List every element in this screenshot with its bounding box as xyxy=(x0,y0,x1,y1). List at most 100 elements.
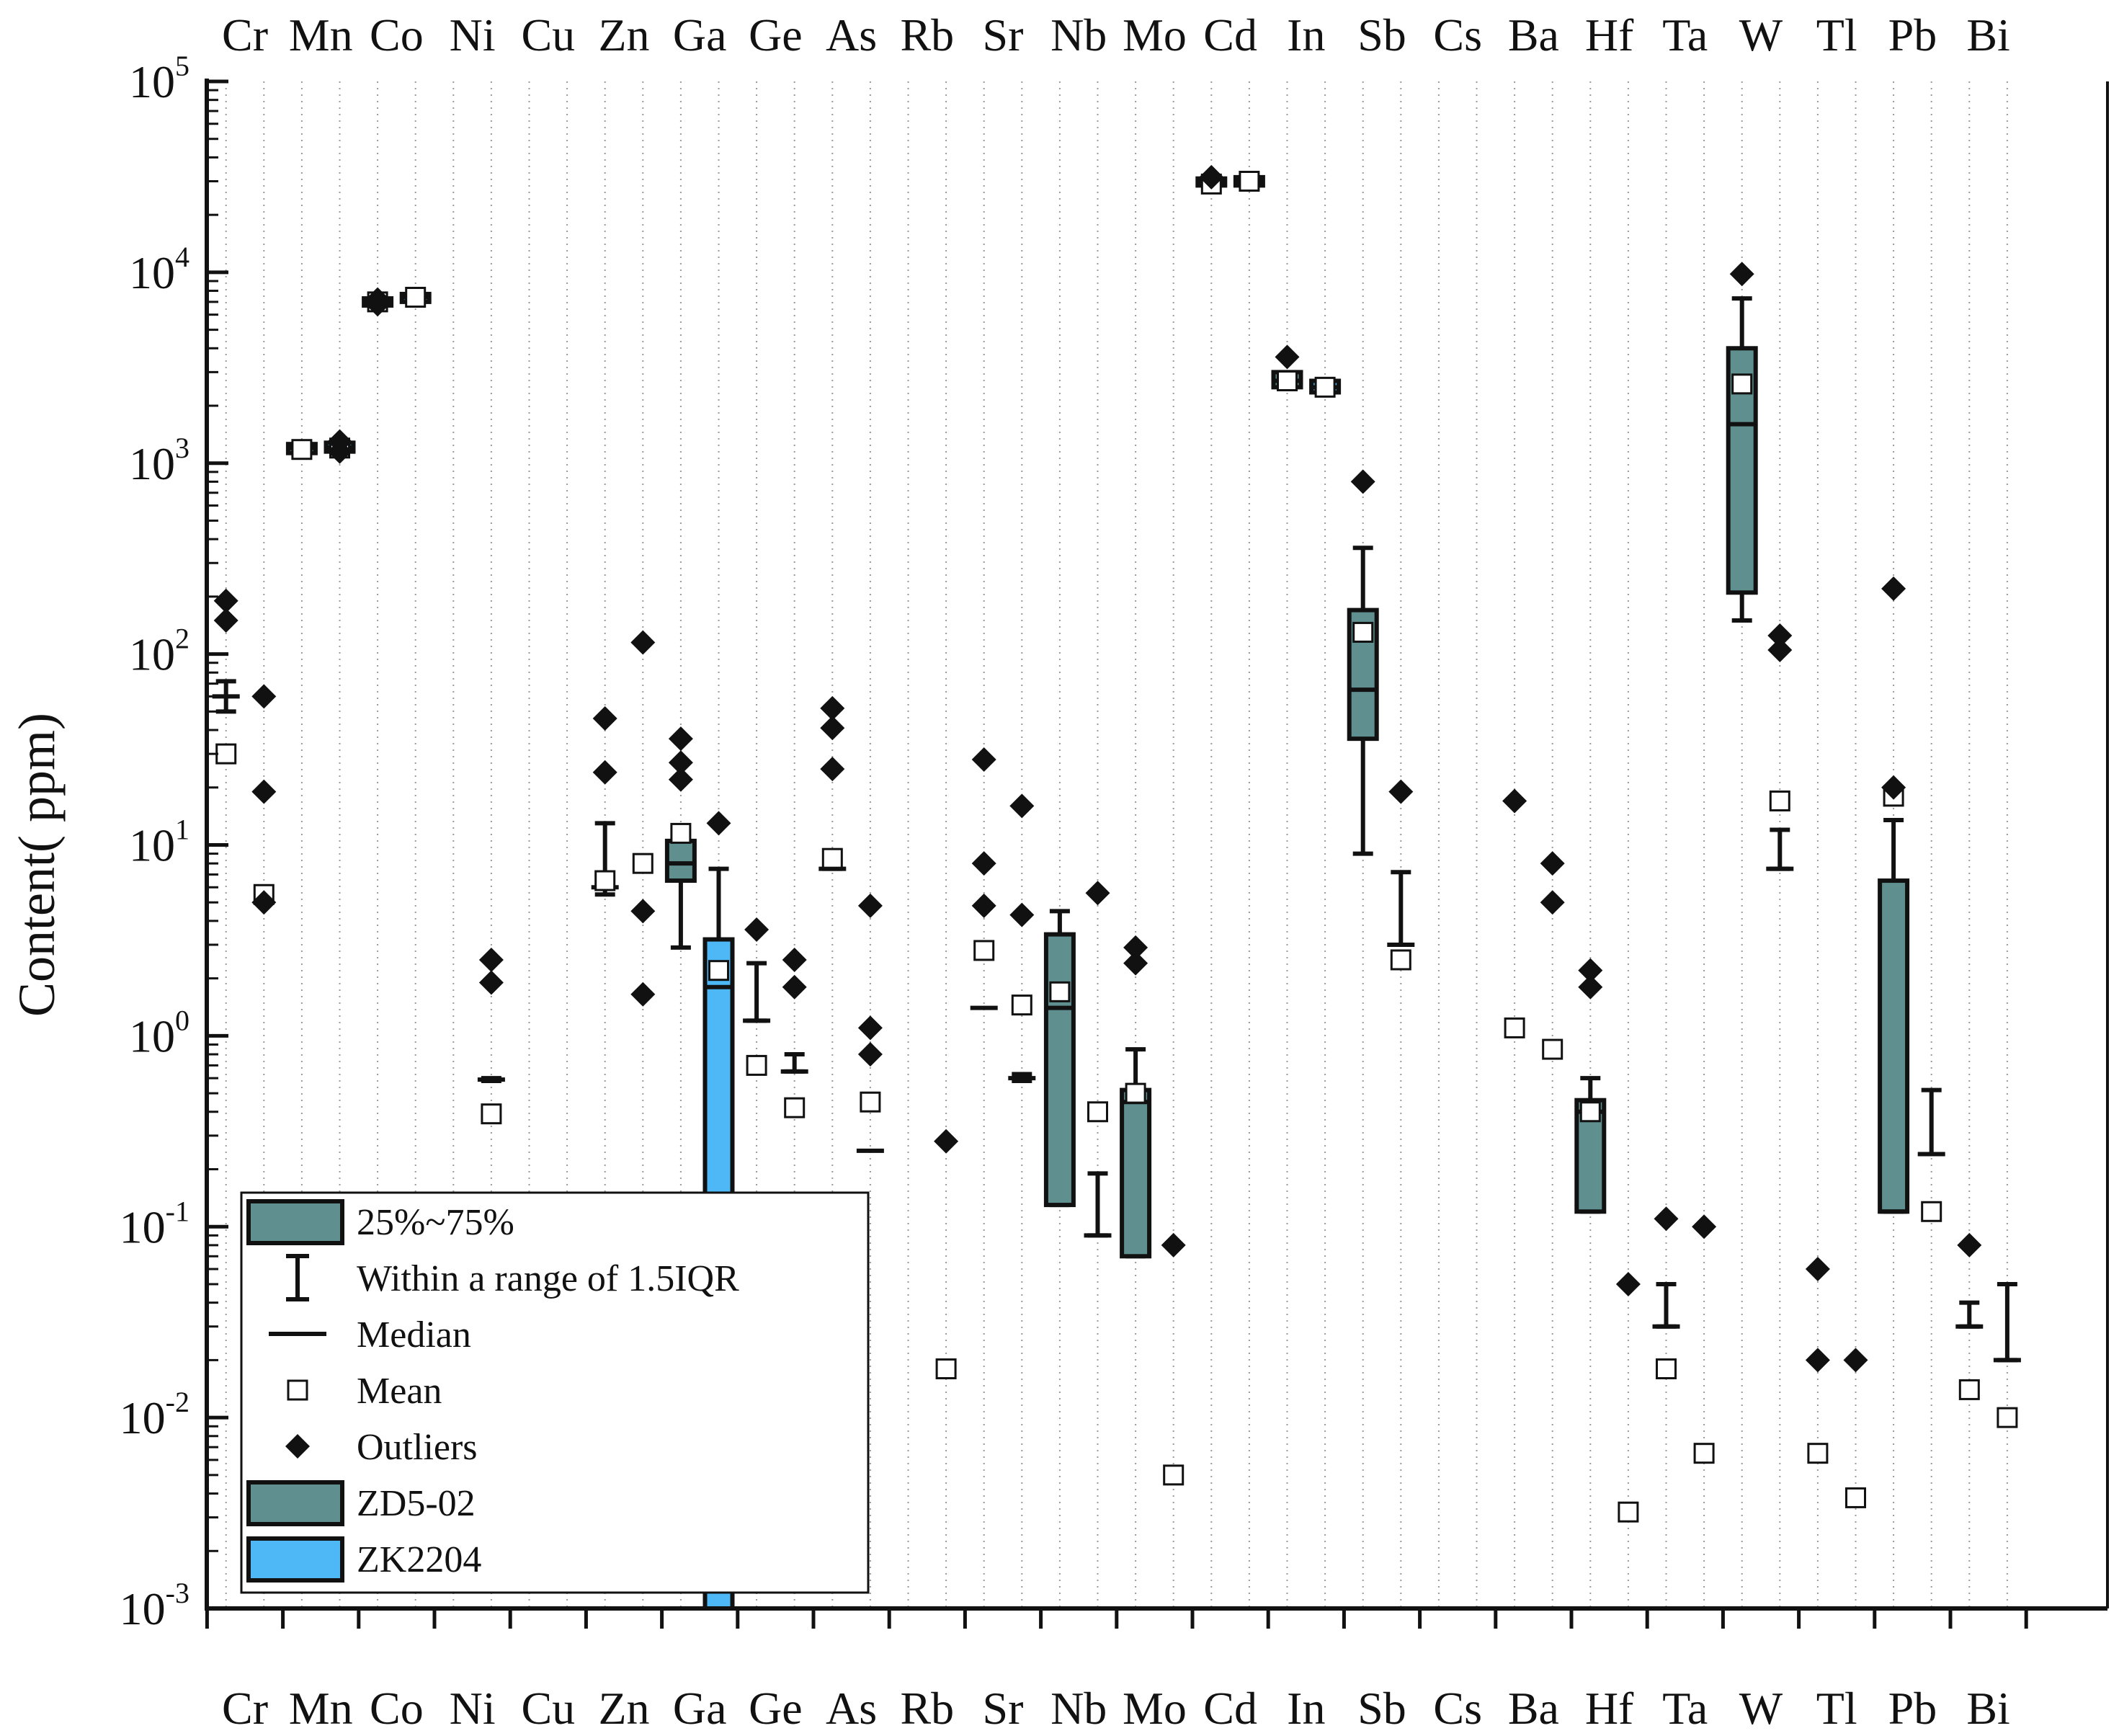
mean-marker xyxy=(1769,790,1790,811)
legend-label: Outliers xyxy=(357,1427,478,1468)
element-label-bottom: Mo xyxy=(1123,1683,1187,1734)
legend-label: Median xyxy=(357,1314,471,1356)
iqr-box xyxy=(1878,878,1910,1214)
mean-marker xyxy=(1239,170,1260,192)
element-label-bottom: Bi xyxy=(1966,1683,2009,1734)
box-group-zn-zk2204 xyxy=(630,630,656,1007)
outlier-point xyxy=(1881,576,1906,601)
element-label-bottom: Ba xyxy=(1508,1683,1559,1734)
outlier-point xyxy=(1123,951,1148,976)
element-label-bottom: Ge xyxy=(749,1683,803,1734)
outlier-point xyxy=(744,917,769,943)
legend-label: ZD5-02 xyxy=(357,1483,476,1524)
y-tick-label: 10-2 xyxy=(120,1386,189,1443)
mean-marker xyxy=(860,1091,881,1113)
element-label-top: Ba xyxy=(1508,9,1559,61)
element-label-bottom: Pb xyxy=(1888,1683,1937,1734)
outlier-point xyxy=(1350,469,1375,494)
box-group-w-zd5-02 xyxy=(1726,262,1758,623)
outlier-point xyxy=(365,292,391,317)
outlier-point xyxy=(1767,638,1793,663)
box-group-sb-zd5-02 xyxy=(1347,469,1379,856)
mean-marker xyxy=(1504,1017,1525,1038)
outlier-point xyxy=(668,767,693,792)
outlier-point xyxy=(971,893,996,918)
outlier-point xyxy=(857,893,883,918)
y-tick-label: 10-3 xyxy=(120,1577,189,1634)
outlier-point xyxy=(1767,623,1793,648)
mean-marker xyxy=(1011,994,1032,1016)
mean-marker xyxy=(1163,1464,1185,1486)
element-label-bottom: Cu xyxy=(521,1683,575,1734)
element-label-bottom: Mn xyxy=(289,1683,353,1734)
axes: 10-3 10-2 10-1 100 101 102 103 104 105 xyxy=(120,50,2109,1634)
mean-marker xyxy=(1087,1101,1108,1123)
legend-item-outlier: Outliers xyxy=(285,1427,478,1468)
element-label-bottom: Cr xyxy=(222,1683,268,1734)
box-group-mo-zk2204 xyxy=(1161,1232,1186,1486)
mean-marker xyxy=(481,1103,502,1125)
element-label-bottom: Cs xyxy=(1433,1683,1482,1734)
box-group-sr-zk2204 xyxy=(1008,793,1036,1084)
outlier-point xyxy=(1578,974,1603,1000)
box-group-sr-zd5-02 xyxy=(970,747,998,1010)
outlier-point xyxy=(1654,1206,1679,1232)
y-tick-label: 100 xyxy=(129,1004,189,1061)
outlier-point xyxy=(971,747,996,773)
legend-label: Within a range of 1.5IQR xyxy=(357,1258,739,1299)
box-group-ga-zd5-02 xyxy=(664,726,697,950)
box-group-tl-zd5-02 xyxy=(1805,1257,1830,1464)
outlier-point xyxy=(1388,779,1414,804)
box-group-co-zd5-02 xyxy=(362,287,394,317)
mean-marker xyxy=(291,439,313,460)
box-group-sb-zk2204 xyxy=(1387,779,1415,971)
mean-marker xyxy=(821,847,843,869)
legend-item-series-b: ZK2204 xyxy=(246,1536,481,1583)
outlier-point xyxy=(1881,775,1906,800)
box-group-cd-zk2204 xyxy=(1233,170,1265,192)
outlier-point xyxy=(1578,958,1603,983)
legend-swatch xyxy=(246,1480,344,1526)
element-label-bottom: Ga xyxy=(673,1683,727,1734)
element-label-top: Mo xyxy=(1123,9,1187,61)
box-group-cr-zk2204 xyxy=(251,684,277,915)
iqr-box xyxy=(1043,932,1076,1208)
element-label-bottom: Tl xyxy=(1816,1683,1857,1734)
element-label-top: Bi xyxy=(1966,9,2009,61)
outlier-point xyxy=(1009,902,1035,927)
y-tick-label: 10-1 xyxy=(120,1195,189,1252)
mean-marker xyxy=(935,1358,957,1380)
outlier-point xyxy=(1502,788,1527,814)
outlier-point xyxy=(1805,1257,1830,1282)
outlier-point xyxy=(592,760,617,785)
y-tick-label: 101 xyxy=(129,814,189,871)
element-label-top: Mn xyxy=(289,9,353,61)
mean-marker xyxy=(1731,373,1753,395)
outlier-point xyxy=(1729,262,1754,287)
element-label-bottom: In xyxy=(1287,1683,1325,1734)
box-group-ta-zd5-02 xyxy=(1652,1206,1680,1380)
outlier-point xyxy=(1123,935,1148,960)
mean-marker xyxy=(973,940,995,961)
legend-swatch xyxy=(246,1536,344,1583)
box-group-ba-zd5-02 xyxy=(1502,788,1527,1038)
outlier-point xyxy=(971,851,996,876)
mean-marker xyxy=(1958,1379,1980,1400)
box-group-nb-zk2204 xyxy=(1084,881,1112,1238)
box-group-co-zk2204 xyxy=(399,287,432,308)
box-group-zn-zd5-02 xyxy=(591,705,619,897)
element-label-top: Sb xyxy=(1357,9,1406,61)
box-group-hf-zk2204 xyxy=(1615,1271,1641,1523)
outlier-point xyxy=(630,981,656,1007)
outlier-point xyxy=(820,695,845,721)
mean-marker xyxy=(632,853,653,874)
element-label-bottom: As xyxy=(826,1683,877,1734)
element-label-bottom: Hf xyxy=(1585,1683,1634,1734)
element-label-top: Ta xyxy=(1662,9,1708,61)
element-label-bottom: Sb xyxy=(1357,1683,1406,1734)
legend-item-whisker: Within a range of 1.5IQR xyxy=(286,1254,739,1301)
mean-marker xyxy=(1125,1082,1146,1104)
y-tick-label: 104 xyxy=(129,241,189,298)
mean-marker xyxy=(215,743,237,765)
legend-swatch xyxy=(246,1199,344,1245)
